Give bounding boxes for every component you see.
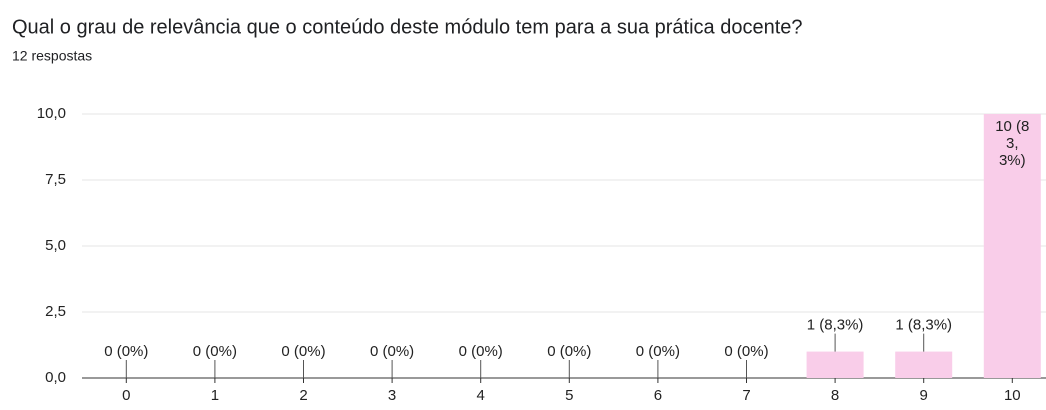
value-label: 0 (0%) [193,343,237,360]
x-tick-label: 4 [477,387,485,404]
y-tick-label: 2,5 [45,303,66,320]
value-label: 0 (0%) [636,343,680,360]
bar [983,114,1041,378]
bar [895,351,953,378]
value-label: 0 (0%) [370,343,414,360]
value-label: 10 (83,3%) [995,118,1030,169]
value-label: 0 (0%) [281,343,325,360]
y-tick-label: 7,5 [45,171,66,188]
x-tick-label: 10 [1004,387,1021,404]
x-tick-label: 0 [122,387,130,404]
value-label-box: 10 (83,3%) [995,118,1030,169]
value-label: 0 (0%) [724,343,768,360]
x-tick-label: 8 [831,387,839,404]
value-label: 0 (0%) [547,343,591,360]
chart-subtitle: 12 respostas [12,48,92,64]
y-tick-label: 10,0 [37,105,66,122]
value-label: 0 (0%) [104,343,148,360]
chart-title: Qual o grau de relevância que o conteúdo… [12,16,803,38]
x-tick-label: 6 [654,387,662,404]
x-tick-label: 3 [388,387,396,404]
x-tick-label: 7 [742,387,750,404]
value-label: 0 (0%) [459,343,503,360]
x-tick-label: 1 [211,387,219,404]
value-label: 1 (8,3%) [895,317,952,334]
x-tick-label: 2 [299,387,307,404]
bar [806,351,864,378]
x-tick-label: 9 [920,387,928,404]
y-tick-label: 0,0 [45,369,66,386]
y-tick-label: 5,0 [45,237,66,254]
x-tick-label: 5 [565,387,573,404]
value-label: 1 (8,3%) [807,317,864,334]
